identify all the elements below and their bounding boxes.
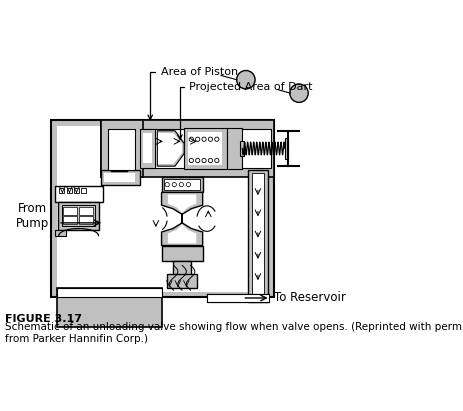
Bar	[55, 230, 66, 236]
Circle shape	[189, 158, 193, 163]
Bar	[139, 129, 155, 168]
Bar	[284, 138, 288, 159]
Text: From
Pump: From Pump	[16, 202, 49, 230]
Text: FIGURE 3.17: FIGURE 3.17	[5, 314, 82, 323]
Circle shape	[236, 71, 255, 89]
Bar	[107, 129, 134, 170]
Bar	[114, 134, 123, 168]
Bar	[74, 188, 78, 193]
Polygon shape	[161, 192, 202, 245]
Circle shape	[195, 158, 200, 163]
Bar	[63, 207, 77, 215]
Circle shape	[214, 137, 219, 141]
Text: Area of Piston: Area of Piston	[148, 67, 238, 120]
Bar	[161, 245, 202, 261]
Bar	[164, 179, 200, 190]
Text: Projected Area of Dart: Projected Area of Dart	[177, 82, 312, 139]
Bar	[111, 131, 126, 171]
Bar	[251, 173, 264, 299]
Bar	[58, 202, 99, 230]
Polygon shape	[168, 194, 196, 243]
Bar	[100, 170, 139, 185]
Bar	[51, 120, 274, 297]
Circle shape	[179, 182, 183, 187]
Bar	[67, 188, 71, 193]
Bar	[240, 141, 243, 156]
Polygon shape	[157, 131, 184, 166]
Bar	[62, 205, 95, 226]
Circle shape	[186, 182, 190, 187]
Bar	[56, 126, 268, 291]
Bar	[139, 129, 270, 168]
Bar	[78, 217, 93, 224]
Bar	[188, 132, 222, 165]
Bar	[55, 186, 103, 202]
Text: To Reservoir: To Reservoir	[274, 291, 345, 305]
Bar	[100, 120, 274, 177]
Bar	[56, 288, 161, 297]
Circle shape	[214, 158, 219, 163]
Bar	[206, 294, 269, 302]
Circle shape	[208, 137, 212, 141]
Bar	[59, 188, 64, 193]
Bar	[226, 128, 242, 169]
Polygon shape	[158, 133, 181, 164]
Bar	[167, 274, 197, 288]
Bar	[161, 177, 202, 192]
Bar	[100, 120, 143, 177]
Circle shape	[189, 137, 193, 141]
Circle shape	[201, 158, 206, 163]
Bar	[143, 133, 151, 163]
Bar	[81, 188, 86, 193]
Text: Schematic of an unloading valve showing flow when valve opens. (Reprinted with p: Schematic of an unloading valve showing …	[5, 322, 463, 344]
Circle shape	[195, 137, 200, 141]
Bar	[104, 173, 135, 182]
Circle shape	[172, 182, 176, 187]
Circle shape	[201, 137, 206, 141]
Bar	[173, 261, 191, 275]
Circle shape	[165, 182, 169, 187]
Bar	[56, 288, 161, 327]
Bar	[78, 207, 93, 215]
Bar	[247, 170, 267, 302]
Bar	[63, 217, 77, 224]
Bar	[206, 294, 269, 302]
Bar	[184, 128, 226, 169]
Circle shape	[208, 158, 212, 163]
Circle shape	[289, 84, 307, 102]
